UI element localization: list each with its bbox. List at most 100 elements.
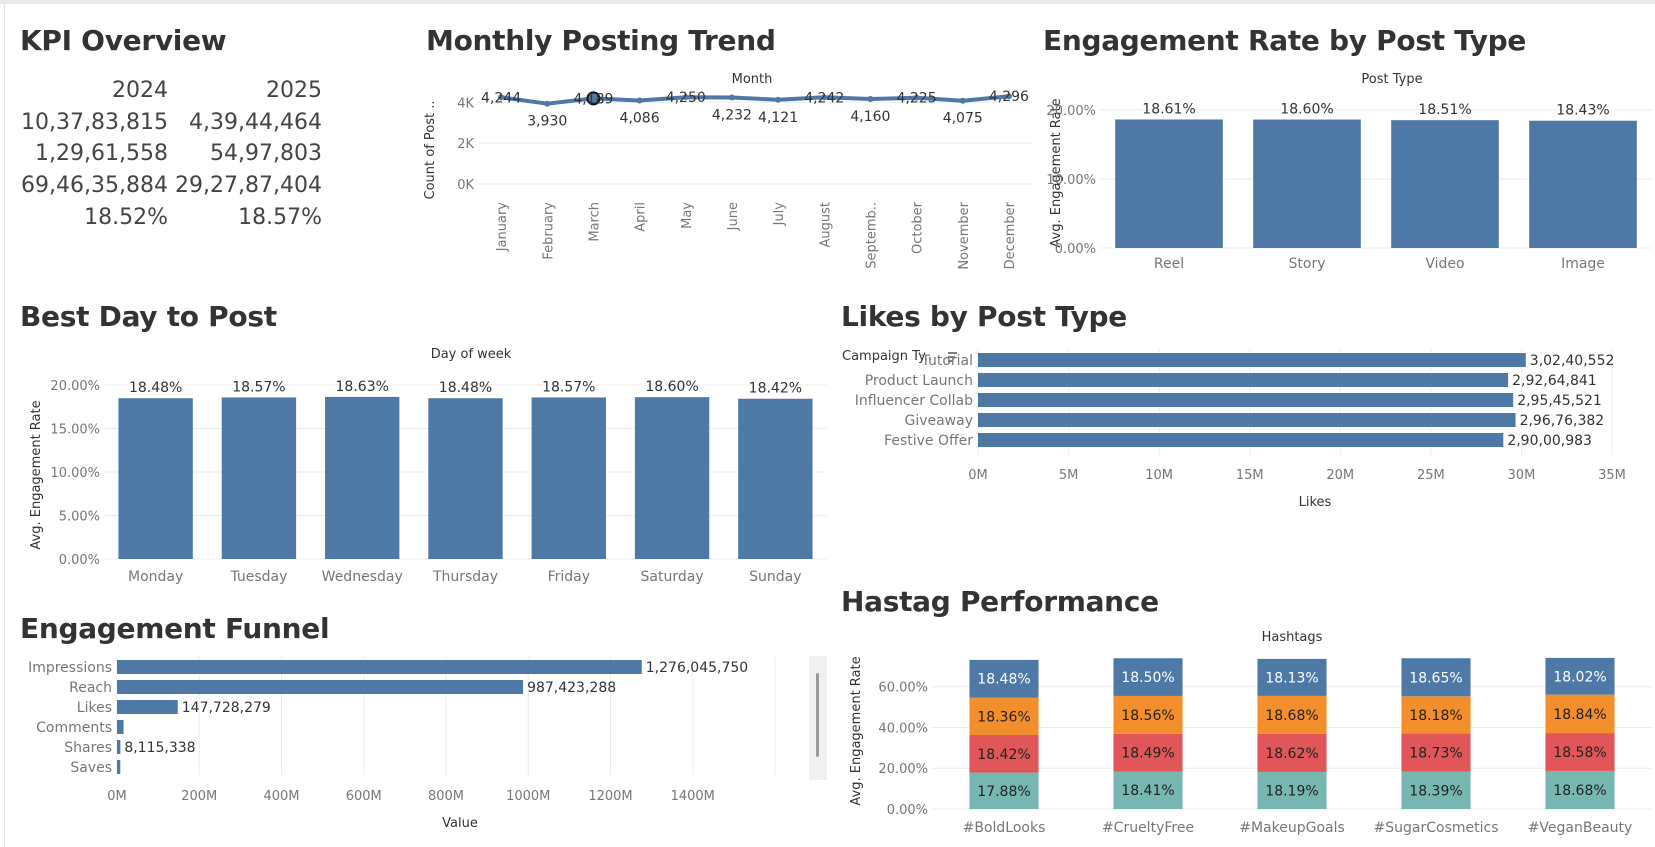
monthly-posting-chart: Month Count of Post .. 0K 2K 4K 4,244 January 3… — [423, 72, 1032, 270]
y-tick-label: 0K — [457, 178, 474, 193]
data-label: 18.61% — [1142, 101, 1195, 117]
x-tick-label: March — [587, 202, 602, 242]
stack-segment — [1545, 770, 1615, 809]
data-label: 4,244 — [481, 90, 521, 106]
data-label: 4,296 — [989, 89, 1029, 105]
data-point — [682, 94, 689, 101]
data-point — [1005, 93, 1012, 100]
kpi-value: 54,97,803 — [210, 141, 322, 166]
x-tick-label: January — [495, 202, 510, 253]
bar — [634, 397, 710, 559]
data-label: 18.13% — [1265, 670, 1318, 686]
y-tick-label: Tutorial — [921, 353, 973, 369]
kpi-year-2025: 2025 — [266, 78, 322, 103]
funnel-scroll-thumb[interactable] — [816, 673, 819, 757]
x-tick-label: 1000M — [506, 789, 550, 804]
x-axis-title: Day of week — [431, 347, 512, 362]
hashtag-title: Hastag Performance — [841, 585, 1159, 618]
data-label: 18.42% — [977, 747, 1030, 763]
y-tick-label: Impressions — [28, 660, 112, 676]
x-tick-label: Sunday — [749, 569, 801, 585]
y-tick-label: 5.00% — [59, 510, 100, 525]
y-tick-label: 0.00% — [59, 553, 100, 568]
data-label: 18.19% — [1265, 783, 1318, 799]
data-label: 17.88% — [977, 784, 1030, 800]
data-label: 18.39% — [1409, 783, 1462, 799]
y-axis-title: Avg. Engagement Rate — [1049, 98, 1064, 247]
stack-segment — [1545, 733, 1615, 771]
data-label: 987,423,288 — [527, 680, 616, 696]
y-tick-label: 2K — [457, 137, 474, 152]
likes-post-type-chart: Campaign Ty.. 0M 5M 10M 15M 20M 25M 30M 35M Likes… — [842, 349, 1626, 510]
data-label: 18.48% — [439, 380, 492, 396]
x-tick-label: #VeganBeauty — [1528, 820, 1633, 836]
y-tick-label: Giveaway — [904, 413, 973, 429]
monthly-title: Monthly Posting Trend — [426, 24, 776, 57]
kpi-value: 69,46,35,884 — [21, 173, 168, 198]
y-tick-label: Product Launch — [865, 373, 973, 389]
data-label: 18.63% — [336, 379, 389, 395]
data-point — [586, 91, 601, 106]
data-label: 4,189 — [573, 91, 613, 107]
data-label: 1,276,045,750 — [646, 660, 748, 676]
kpi-value: 4,39,44,464 — [189, 110, 322, 135]
x-tick-label: Thursday — [432, 569, 498, 585]
stack-segment — [1257, 695, 1327, 734]
stack-segment — [1113, 733, 1183, 772]
data-point — [775, 96, 782, 103]
kpi-value: 10,37,83,815 — [21, 110, 168, 135]
y-tick-label: Saves — [70, 760, 112, 776]
data-label: 4,086 — [620, 111, 660, 127]
data-label: 2,92,64,841 — [1512, 373, 1597, 389]
data-label: 4,160 — [850, 109, 890, 125]
funnel-title: Engagement Funnel — [20, 612, 330, 645]
x-tick-label: 35M — [1598, 468, 1626, 483]
data-label: 18.56% — [1121, 708, 1174, 724]
y-tick-label: 4K — [457, 96, 474, 111]
x-axis-title: Value — [442, 816, 478, 831]
y-tick-label: 60.00% — [878, 681, 928, 696]
bar — [978, 393, 1514, 407]
y-tick-label: 10.00% — [1046, 173, 1096, 188]
bar — [117, 660, 642, 674]
x-tick-label: Septemb.. — [864, 202, 879, 269]
x-tick-label: 1400M — [671, 789, 715, 804]
bar — [1529, 120, 1637, 248]
data-label: 2,90,00,983 — [1507, 433, 1592, 449]
x-tick-label: 0M — [968, 468, 988, 483]
y-tick-label: 10.00% — [50, 466, 100, 481]
likes-post-type-title: Likes by Post Type — [841, 300, 1127, 333]
x-tick-label: 5M — [1059, 468, 1079, 483]
x-axis-title: Hashtags — [1262, 630, 1323, 645]
x-tick-label: December — [1003, 201, 1018, 269]
data-label: 18.48% — [977, 672, 1030, 688]
data-label: 18.84% — [1553, 707, 1606, 723]
data-label: 8,115,338 — [124, 740, 195, 756]
x-tick-label: May — [680, 202, 695, 229]
data-label: 18.42% — [749, 381, 802, 397]
bar — [978, 433, 1504, 447]
y-tick-label: Comments — [36, 720, 112, 736]
stack-segment — [1401, 696, 1471, 734]
x-tick-label: #MakeupGoals — [1239, 820, 1345, 836]
stack-segment — [1401, 733, 1471, 772]
row-header-title: Campaign Ty.. — [842, 349, 932, 364]
engagement-funnel-chart: 0M 200M 400M 600M 800M 1000M 1200M 1400M Value Im… — [28, 657, 776, 831]
x-tick-label: Saturday — [641, 569, 704, 585]
bar — [117, 680, 524, 694]
x-tick-label: Video — [1425, 256, 1464, 272]
data-label: 4,250 — [666, 90, 706, 106]
kpi-year-2024: 2024 — [112, 78, 168, 103]
hashtag-performance-chart: Hashtags Avg. Engagement Rate 0.00% 20.00% 4… — [849, 630, 1652, 836]
data-label: 147,728,279 — [182, 700, 271, 716]
data-label: 18.41% — [1121, 783, 1174, 799]
data-label: 18.36% — [977, 709, 1030, 725]
data-label: 18.60% — [1280, 102, 1333, 118]
bar — [738, 398, 813, 559]
data-label: 18.68% — [1553, 783, 1606, 799]
data-label: 2,95,45,521 — [1517, 393, 1602, 409]
data-point — [728, 94, 735, 101]
x-tick-label: 15M — [1236, 468, 1264, 483]
x-tick-label: 10M — [1145, 468, 1173, 483]
